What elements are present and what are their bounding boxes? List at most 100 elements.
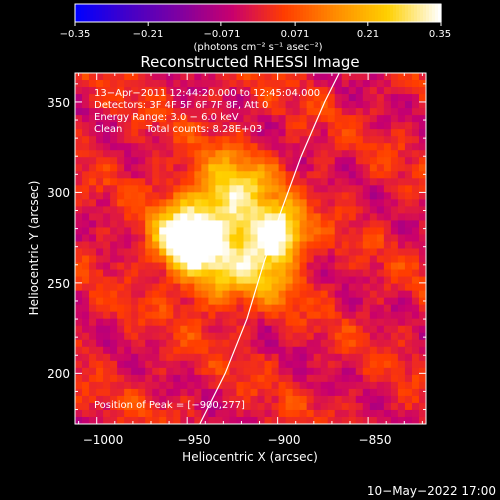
- heatmap-cell: [131, 283, 139, 292]
- heatmap-cell: [145, 402, 153, 411]
- heatmap-cell: [341, 395, 350, 404]
- heatmap-cell: [418, 122, 426, 130]
- heatmap-cell: [257, 381, 266, 390]
- heatmap-cell: [376, 150, 385, 158]
- heatmap-cell: [222, 297, 230, 306]
- heatmap-cell: [159, 171, 167, 179]
- heatmap-cell: [264, 80, 273, 88]
- heatmap-cell: [131, 409, 139, 418]
- heatmap-cell: [180, 241, 188, 249]
- heatmap-cell: [390, 87, 399, 95]
- heatmap-cell: [75, 311, 83, 320]
- heatmap-cell: [320, 94, 329, 102]
- heatmap-cell: [341, 185, 350, 193]
- heatmap-cell: [208, 150, 216, 158]
- heatmap-cell: [75, 129, 83, 137]
- colorbar-cell: [408, 4, 412, 22]
- heatmap-cell: [257, 73, 266, 81]
- heatmap-cell: [75, 283, 83, 292]
- heatmap-cell: [418, 318, 426, 327]
- heatmap-cell: [131, 213, 139, 221]
- heatmap-cell: [131, 150, 139, 158]
- plot-annotations: 13−Apr−2011 12:44:20.000 to 12:45:04.000…: [94, 88, 320, 411]
- heatmap-cell: [362, 416, 371, 424]
- heatmap-cell: [250, 409, 259, 418]
- heatmap-cell: [418, 192, 426, 200]
- heatmap-cell: [166, 276, 174, 285]
- heatmap-cell: [82, 290, 90, 299]
- heatmap-cell: [194, 129, 202, 137]
- heatmap-cell: [222, 115, 230, 123]
- heatmap-cell: [362, 332, 371, 341]
- heatmap-cell: [362, 318, 371, 327]
- heatmap-cell: [103, 206, 111, 214]
- heatmap-cell: [299, 178, 308, 186]
- heatmap-cell: [264, 136, 273, 144]
- heatmap-cell: [404, 409, 413, 418]
- heatmap-cell: [222, 290, 230, 299]
- heatmap-cell: [145, 346, 153, 355]
- heatmap-cell: [369, 94, 378, 102]
- heatmap-cell: [180, 304, 188, 313]
- heatmap-cell: [362, 353, 371, 362]
- heatmap-cell: [334, 248, 343, 257]
- heatmap-cell: [138, 395, 146, 404]
- heatmap-cell: [369, 367, 378, 376]
- heatmap-cell: [264, 220, 273, 228]
- heatmap-cell: [124, 199, 132, 207]
- heatmap-cell: [82, 150, 90, 158]
- heatmap-cell: [306, 143, 315, 151]
- heatmap-cell: [418, 416, 426, 424]
- heatmap-cell: [341, 388, 350, 397]
- heatmap-cell: [327, 353, 336, 362]
- heatmap-cell: [418, 262, 426, 271]
- heatmap-cell: [138, 367, 146, 376]
- colorbar-cell: [420, 4, 424, 22]
- heatmap-cell: [152, 115, 160, 123]
- heatmap-cell: [390, 381, 399, 390]
- heatmap-cell: [222, 227, 230, 235]
- heatmap-cell: [271, 178, 280, 186]
- heatmap-cell: [201, 143, 209, 151]
- heatmap-cell: [250, 150, 259, 158]
- heatmap-cell: [306, 311, 315, 320]
- heatmap-cell: [418, 402, 426, 411]
- heatmap-cell: [96, 122, 104, 130]
- heatmap-cell: [390, 80, 399, 88]
- heatmap-cell: [187, 101, 195, 109]
- heatmap-cell: [397, 360, 406, 369]
- heatmap-cell: [89, 395, 97, 404]
- heatmap-cell: [320, 290, 329, 299]
- heatmap-cell: [166, 304, 174, 313]
- colorbar-cell: [423, 4, 427, 22]
- heatmap-cell: [236, 206, 244, 214]
- heatmap-cell: [299, 332, 308, 341]
- heatmap-cell: [194, 367, 202, 376]
- heatmap-cell: [390, 346, 399, 355]
- heatmap-cell: [376, 234, 385, 242]
- heatmap-cell: [299, 80, 308, 88]
- heatmap-cell: [250, 185, 259, 193]
- heatmap-cell: [334, 213, 343, 221]
- heatmap-cell: [271, 262, 280, 271]
- heatmap-cell: [348, 381, 357, 390]
- heatmap-cell: [355, 416, 364, 424]
- heatmap-cell: [201, 227, 209, 235]
- heatmap-cell: [313, 234, 322, 242]
- heatmap-cell: [404, 332, 413, 341]
- heatmap-cell: [124, 332, 132, 341]
- heatmap-cell: [292, 346, 301, 355]
- heatmap-cell: [299, 164, 308, 172]
- heatmap-cell: [411, 150, 420, 158]
- heatmap-cell: [180, 213, 188, 221]
- heatmap-cell: [397, 143, 406, 151]
- heatmap-cell: [369, 353, 378, 362]
- heatmap-cell: [257, 115, 266, 123]
- heatmap-cell: [187, 381, 195, 390]
- heatmap-cell: [397, 220, 406, 228]
- heatmap-cell: [159, 164, 167, 172]
- heatmap-cell: [145, 339, 153, 348]
- heatmap-cell: [271, 297, 280, 306]
- heatmap-cell: [194, 157, 202, 165]
- heatmap-cell: [348, 304, 357, 313]
